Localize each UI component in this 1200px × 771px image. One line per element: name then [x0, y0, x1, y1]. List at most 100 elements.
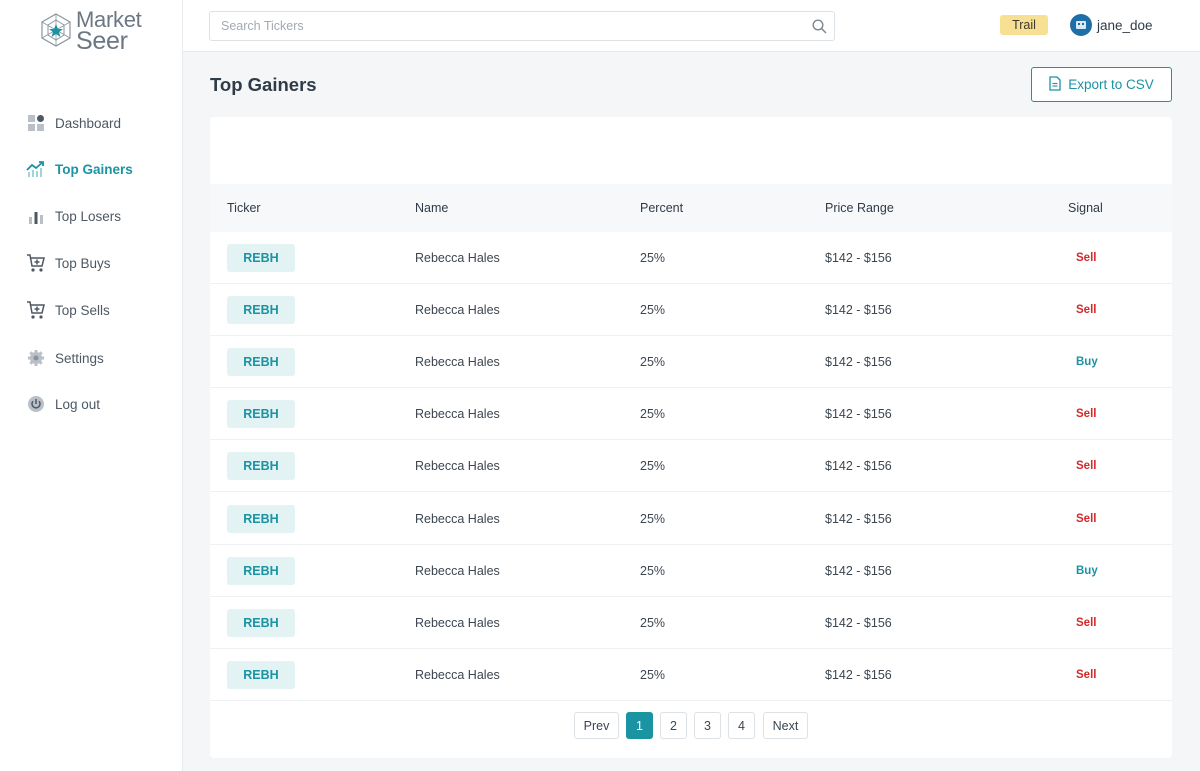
percent-cell: 25% — [640, 564, 666, 578]
table-row[interactable]: REBH Rebecca Hales 25% $142 - $156 Sell — [210, 493, 1172, 545]
column-header-signal[interactable]: Signal — [1068, 201, 1103, 215]
percent-cell: 25% — [640, 512, 666, 526]
name-cell: Rebecca Hales — [415, 407, 500, 421]
signal-cell: Sell — [1076, 597, 1096, 649]
column-header-ticker[interactable]: Ticker — [227, 201, 261, 215]
signal-label: Sell — [1076, 460, 1097, 472]
price-range-cell: $142 - $156 — [825, 303, 892, 317]
name-cell: Rebecca Hales — [415, 564, 500, 578]
signal-cell: Sell — [1076, 493, 1096, 545]
ticker-badge[interactable]: REBH — [227, 609, 295, 637]
table-row[interactable]: REBH Rebecca Hales 25% $142 - $156 Sell — [210, 440, 1172, 492]
gainers-table-card: Ticker Name Percent Price Range Signal R… — [210, 117, 1172, 758]
name-cell: Rebecca Hales — [415, 355, 500, 369]
ticker-badge[interactable]: REBH — [227, 400, 295, 428]
top-bar: Trail jane_doe — [183, 0, 1200, 52]
ticker-badge[interactable]: REBH — [227, 348, 295, 376]
table-row[interactable]: REBH Rebecca Hales 25% $142 - $156 Sell — [210, 232, 1172, 284]
column-header-price-range[interactable]: Price Range — [825, 201, 894, 215]
price-range-cell: $142 - $156 — [825, 616, 892, 630]
ticker-badge[interactable]: REBH — [227, 244, 295, 272]
bar-chart-icon — [26, 206, 46, 226]
signal-label: Buy — [1076, 565, 1098, 577]
username: jane_doe — [1097, 17, 1153, 33]
table-row[interactable]: REBH Rebecca Hales 25% $142 - $156 Sell — [210, 649, 1172, 701]
search-input[interactable] — [210, 12, 804, 40]
sidebar-item-label: Dashboard — [55, 115, 122, 131]
signal-label: Sell — [1076, 304, 1097, 316]
sidebar-item-top-buys[interactable]: Top Buys — [0, 246, 183, 280]
logo-mark-icon — [41, 13, 71, 47]
signal-label: Sell — [1076, 513, 1097, 525]
sidebar-item-settings[interactable]: Settings — [0, 341, 183, 375]
page-title: Top Gainers — [210, 74, 317, 95]
column-header-name[interactable]: Name — [415, 201, 449, 215]
percent-cell: 25% — [640, 407, 666, 421]
signal-cell: Sell — [1076, 232, 1096, 284]
table-row[interactable]: REBH Rebecca Hales 25% $142 - $156 Sell — [210, 597, 1172, 649]
ticker-badge[interactable]: REBH — [227, 452, 295, 480]
price-range-cell: $142 - $156 — [825, 355, 892, 369]
table-row[interactable]: REBH Rebecca Hales 25% $142 - $156 Buy — [210, 545, 1172, 597]
sidebar-item-top-sells[interactable]: Top Sells — [0, 293, 183, 327]
signal-cell: Sell — [1076, 284, 1096, 336]
ticker-cell: REBH — [227, 649, 295, 701]
page-button-1[interactable]: 1 — [626, 712, 653, 739]
sidebar-item-top-gainers[interactable]: Top Gainers — [0, 152, 183, 186]
sidebar-item-label: Top Sells — [55, 302, 110, 318]
price-range-cell: $142 - $156 — [825, 512, 892, 526]
document-icon — [1049, 75, 1061, 94]
export-csv-button[interactable]: Export to CSV — [1031, 67, 1172, 102]
price-range-cell: $142 - $156 — [825, 251, 892, 265]
name-cell: Rebecca Hales — [415, 303, 500, 317]
dashboard-icon — [26, 113, 46, 133]
table-row[interactable]: REBH Rebecca Hales 25% $142 - $156 Buy — [210, 336, 1172, 388]
name-cell: Rebecca Hales — [415, 668, 500, 682]
search-icon[interactable] — [804, 12, 834, 40]
sidebar-item-label: Top Buys — [55, 255, 111, 271]
percent-cell: 25% — [640, 668, 666, 682]
sidebar-item-label: Settings — [55, 350, 104, 366]
page-button-4[interactable]: 4 — [728, 712, 755, 739]
page-button-3[interactable]: 3 — [694, 712, 721, 739]
plan-badge[interactable]: Trail — [1000, 15, 1048, 35]
column-header-percent[interactable]: Percent — [640, 201, 684, 215]
signal-label: Buy — [1076, 356, 1098, 368]
price-range-cell: $142 - $156 — [825, 668, 892, 682]
table-row[interactable]: REBH Rebecca Hales 25% $142 - $156 Sell — [210, 388, 1172, 440]
percent-cell: 25% — [640, 616, 666, 630]
page-button-2[interactable]: 2 — [660, 712, 687, 739]
brand-line-2: Seer — [76, 27, 128, 55]
sidebar-item-label: Top Losers — [55, 208, 122, 224]
percent-cell: 25% — [640, 355, 666, 369]
ticker-cell: REBH — [227, 493, 295, 545]
sidebar-item-log-out[interactable]: Log out — [0, 387, 183, 421]
sidebar: Market Seer Dashboard Top Gainers Top Lo… — [0, 0, 183, 771]
ticker-badge[interactable]: REBH — [227, 505, 295, 533]
table-header: Ticker Name Percent Price Range Signal — [210, 184, 1172, 232]
name-cell: Rebecca Hales — [415, 459, 500, 473]
next-page-button[interactable]: Next — [763, 712, 808, 739]
brand-logo[interactable]: Market Seer — [38, 7, 148, 55]
ticker-cell: REBH — [227, 336, 295, 388]
table-row[interactable]: REBH Rebecca Hales 25% $142 - $156 Sell — [210, 284, 1172, 336]
ticker-badge[interactable]: REBH — [227, 661, 295, 689]
signal-cell: Sell — [1076, 649, 1096, 701]
name-cell: Rebecca Hales — [415, 616, 500, 630]
ticker-cell: REBH — [227, 284, 295, 336]
signal-label: Sell — [1076, 408, 1097, 420]
signal-cell: Buy — [1076, 336, 1098, 388]
signal-cell: Sell — [1076, 388, 1096, 440]
sidebar-item-top-losers[interactable]: Top Losers — [0, 199, 183, 233]
sidebar-item-label: Log out — [55, 396, 101, 412]
sidebar-item-dashboard[interactable]: Dashboard — [0, 106, 183, 140]
prev-page-button[interactable]: Prev — [574, 712, 619, 739]
signal-label: Sell — [1076, 252, 1097, 264]
ticker-cell: REBH — [227, 232, 295, 284]
ticker-badge[interactable]: REBH — [227, 296, 295, 324]
brand-line-1: Market — [76, 7, 142, 32]
user-menu[interactable]: jane_doe — [1070, 14, 1153, 36]
ticker-badge[interactable]: REBH — [227, 557, 295, 585]
ticker-cell: REBH — [227, 440, 295, 492]
power-icon — [26, 394, 46, 414]
